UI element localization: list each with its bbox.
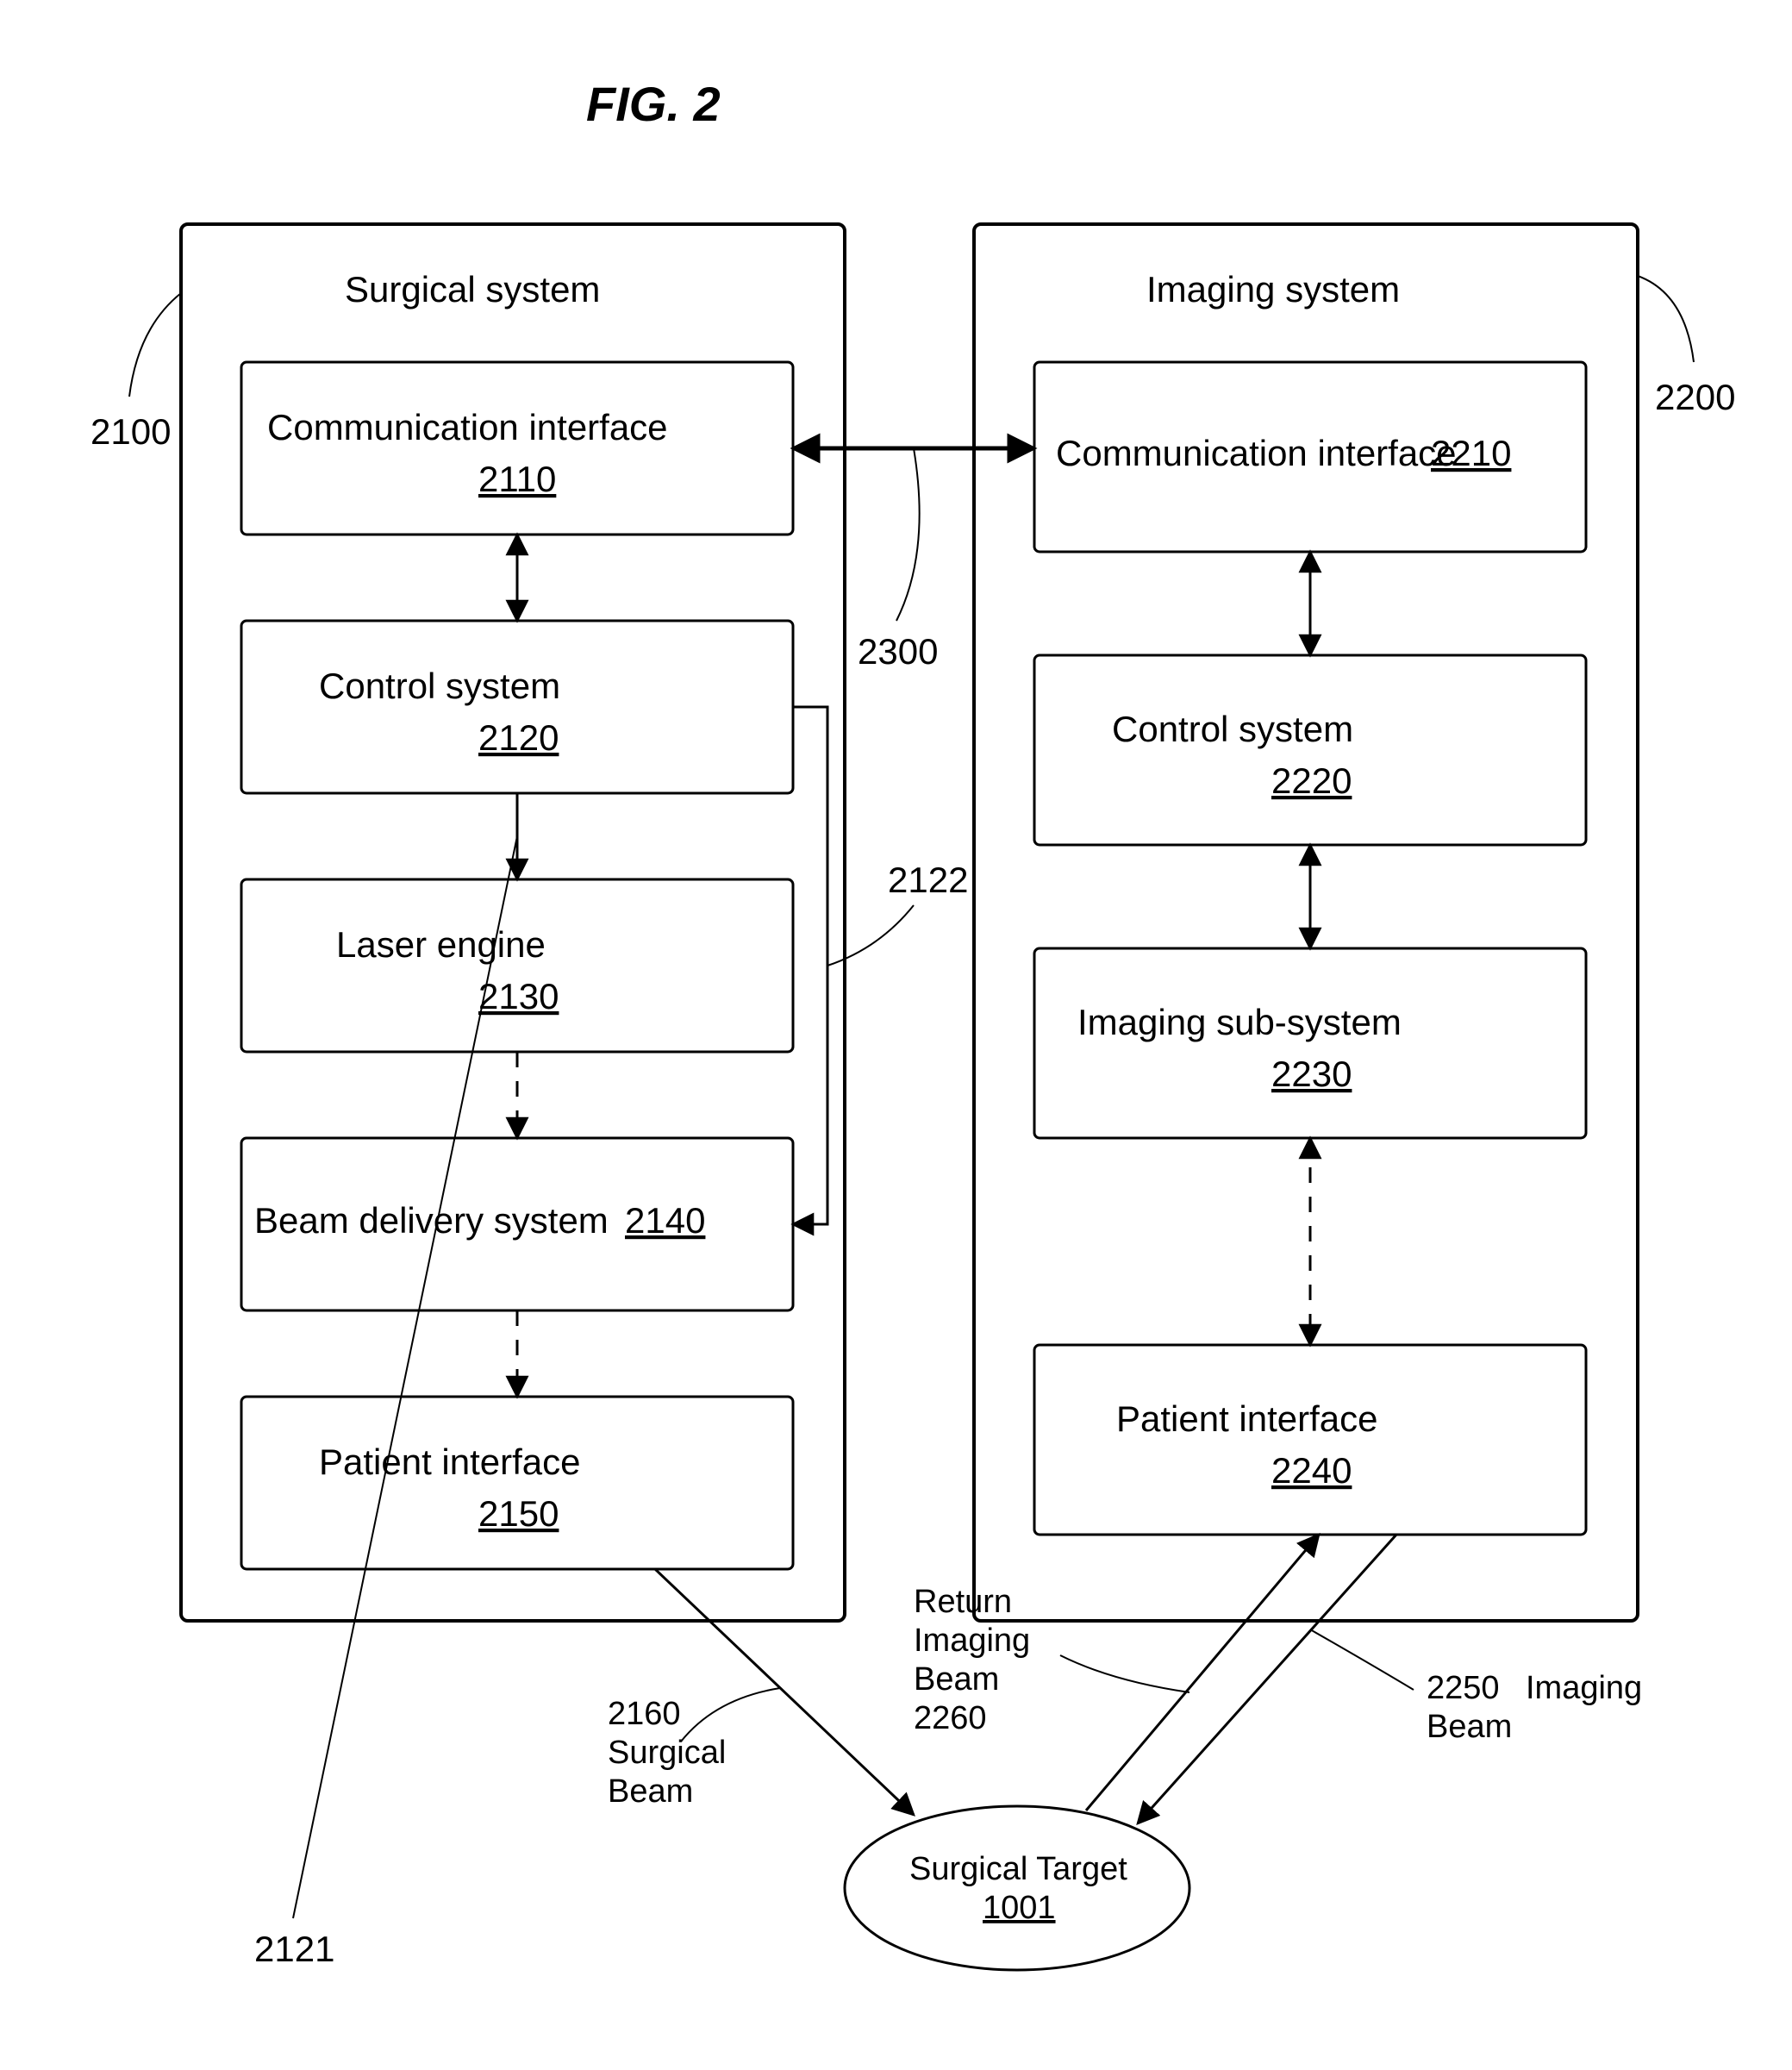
- surgical-laser-label: Laser engine: [336, 924, 546, 965]
- figure-title: FIG. 2: [586, 77, 721, 131]
- surgical-system: Surgical system 2100 Communication inter…: [91, 224, 968, 1969]
- imaging-comm-label: Communication interface: [1056, 433, 1457, 473]
- surgical-ctrl-label: Control system: [319, 666, 560, 706]
- imaging-system: Imaging system 2200 Communication interf…: [974, 224, 1735, 1621]
- surgical-comm-label: Communication interface: [267, 407, 668, 447]
- imaging-beam-ref: 2250: [1427, 1670, 1500, 1706]
- surgical-pif-label: Patient interface: [319, 1441, 581, 1482]
- imaging-beam-t2: Beam: [1427, 1709, 1512, 1745]
- figure-canvas: FIG. 2 Surgical system 2100 Communicatio…: [0, 0, 1792, 2070]
- imaging-pif-label: Patient interface: [1116, 1398, 1378, 1439]
- imaging-ctrl-label: Control system: [1112, 709, 1353, 749]
- surgical-system-title: Surgical system: [345, 269, 600, 310]
- block-surgical-ctrl: [241, 621, 793, 793]
- surgical-comm-ref: 2110: [478, 459, 556, 499]
- imaging-system-ref: 2200: [1655, 377, 1735, 417]
- imaging-sub-label: Imaging sub-system: [1077, 1002, 1402, 1042]
- block-surgical-comm: [241, 362, 793, 535]
- imaging-beam-t1: Imaging: [1526, 1670, 1642, 1706]
- return-beam-t1: Return: [914, 1584, 1012, 1620]
- surgical-system-ref: 2100: [91, 411, 171, 452]
- block-imaging-ctrl: [1034, 655, 1586, 845]
- block-surgical-pif: [241, 1397, 793, 1569]
- return-beam-t3: Beam: [914, 1661, 999, 1698]
- callout-2121: 2121: [254, 1929, 334, 1969]
- surgical-beam-t1: Surgical: [608, 1735, 726, 1771]
- surgical-ctrl-ref: 2120: [478, 717, 559, 758]
- imaging-comm-ref: 2210: [1431, 433, 1511, 473]
- block-imaging-pif: [1034, 1345, 1586, 1535]
- link-2300-ref: 2300: [858, 631, 938, 672]
- surgical-laser-ref: 2130: [478, 976, 559, 1016]
- surgical-pif-ref: 2150: [478, 1493, 559, 1534]
- block-imaging-sub: [1034, 948, 1586, 1138]
- surgical-beamdel-label: Beam delivery system: [254, 1200, 609, 1241]
- callout-2122: 2122: [888, 860, 968, 900]
- block-surgical-laser: [241, 879, 793, 1052]
- return-beam-ref: 2260: [914, 1700, 987, 1736]
- surgical-beam-t2: Beam: [608, 1773, 693, 1810]
- return-beam-t2: Imaging: [914, 1623, 1030, 1659]
- surgical-target: [845, 1806, 1189, 1970]
- imaging-sub-ref: 2230: [1271, 1054, 1352, 1094]
- surgical-beamdel-ref: 2140: [625, 1200, 705, 1241]
- imaging-system-title: Imaging system: [1146, 269, 1400, 310]
- imaging-ctrl-ref: 2220: [1271, 760, 1352, 801]
- surgical-beam-ref: 2160: [608, 1696, 681, 1732]
- surgical-target-ref: 1001: [983, 1890, 1056, 1926]
- surgical-target-label: Surgical Target: [909, 1851, 1127, 1887]
- imaging-pif-ref: 2240: [1271, 1450, 1352, 1491]
